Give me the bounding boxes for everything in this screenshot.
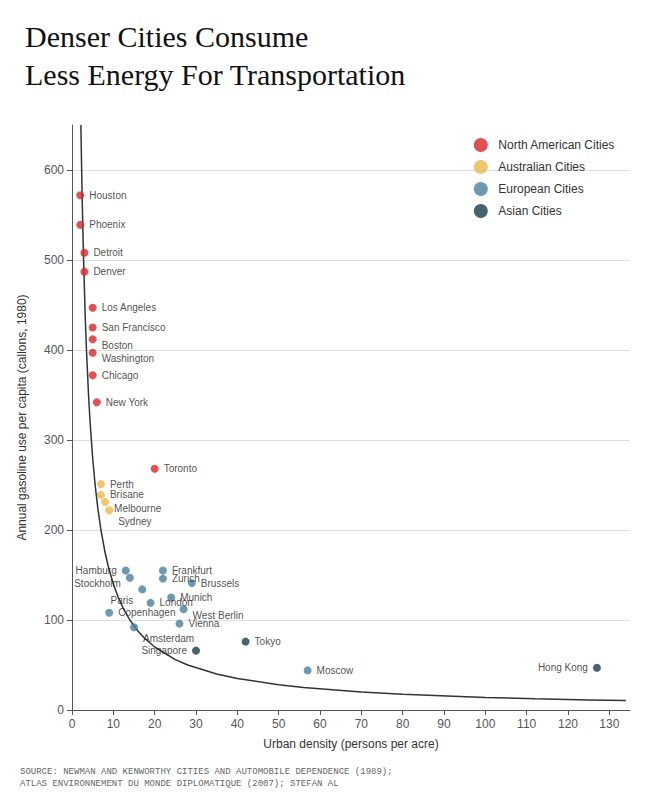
svg-text:40: 40 [231,717,245,731]
svg-text:120: 120 [558,717,578,731]
svg-text:Munich: Munich [180,592,212,603]
svg-text:Los Angeles: Los Angeles [102,302,157,313]
svg-text:Zurich: Zurich [172,573,200,584]
svg-text:Brussels: Brussels [201,578,239,589]
svg-text:New York: New York [106,397,149,408]
svg-text:400: 400 [44,343,64,357]
svg-text:0: 0 [57,703,64,717]
svg-text:Asian Cities: Asian Cities [498,204,561,218]
svg-text:Brisane: Brisane [110,489,144,500]
svg-text:30: 30 [189,717,203,731]
svg-text:SOURCE: NEWMAN AND KENWORTHY C: SOURCE: NEWMAN AND KENWORTHY CITIES AND … [20,767,393,777]
svg-text:Moscow: Moscow [317,665,354,676]
svg-text:Hong Kong: Hong Kong [538,662,588,673]
svg-text:10: 10 [107,717,121,731]
svg-text:London: London [159,597,193,609]
svg-text:Sydney: Sydney [118,516,151,527]
svg-text:Denser Cities Consume: Denser Cities Consume [25,20,308,53]
svg-text:500: 500 [44,253,64,267]
svg-text:West Berlin: West Berlin [192,609,244,621]
svg-text:Paris: Paris [110,595,133,606]
svg-text:Frankfurt: Frankfurt [171,565,212,576]
svg-text:0: 0 [69,717,76,731]
svg-text:Melbourne: Melbourne [114,503,162,514]
svg-text:Hamburg: Hamburg [76,565,117,576]
svg-text:Singapore: Singapore [141,645,187,656]
svg-text:130: 130 [599,717,619,731]
svg-text:San Francisco: San Francisco [102,322,166,333]
svg-text:ATLAS ENVIRONNEMENT DU MONDE D: ATLAS ENVIRONNEMENT DU MONDE DIPLOMATIQU… [20,779,339,789]
svg-text:Perth: Perth [110,479,134,490]
svg-text:600: 600 [44,163,64,177]
svg-text:Amsterdam: Amsterdam [143,633,194,644]
svg-text:Phoenix: Phoenix [89,219,125,230]
svg-text:90: 90 [437,717,451,731]
svg-text:North American Cities: North American Cities [498,138,614,152]
svg-text:Houston: Houston [89,190,126,201]
svg-text:European Cities: European Cities [498,182,583,196]
svg-text:Tokyo: Tokyo [255,636,282,647]
svg-text:60: 60 [313,717,327,731]
svg-text:110: 110 [517,717,536,731]
svg-text:Stockholm: Stockholm [74,578,121,589]
svg-text:Urban density (persons per acr: Urban density (persons per acre) [263,737,438,751]
svg-text:Denver: Denver [93,266,126,277]
svg-text:80: 80 [396,717,410,731]
svg-text:100: 100 [475,717,495,731]
svg-text:Australian Cities: Australian Cities [498,160,585,174]
svg-text:50: 50 [272,717,286,731]
svg-text:Detroit: Detroit [93,247,123,258]
svg-text:300: 300 [44,433,64,447]
svg-text:Chicago: Chicago [102,370,139,381]
svg-text:Boston: Boston [102,340,133,351]
svg-text:Annual gasoline use per capita: Annual gasoline use per capita (callons,… [15,294,29,540]
svg-text:Vienna: Vienna [188,618,219,629]
svg-text:Toronto: Toronto [164,463,198,474]
svg-text:200: 200 [44,523,64,537]
svg-text:70: 70 [355,717,369,731]
svg-text:20: 20 [148,717,162,731]
svg-text:100: 100 [44,613,64,627]
svg-text:Copenhagen: Copenhagen [118,607,175,618]
svg-text:Less Energy For Transportation: Less Energy For Transportation [25,58,405,91]
svg-text:Washington: Washington [102,353,154,364]
